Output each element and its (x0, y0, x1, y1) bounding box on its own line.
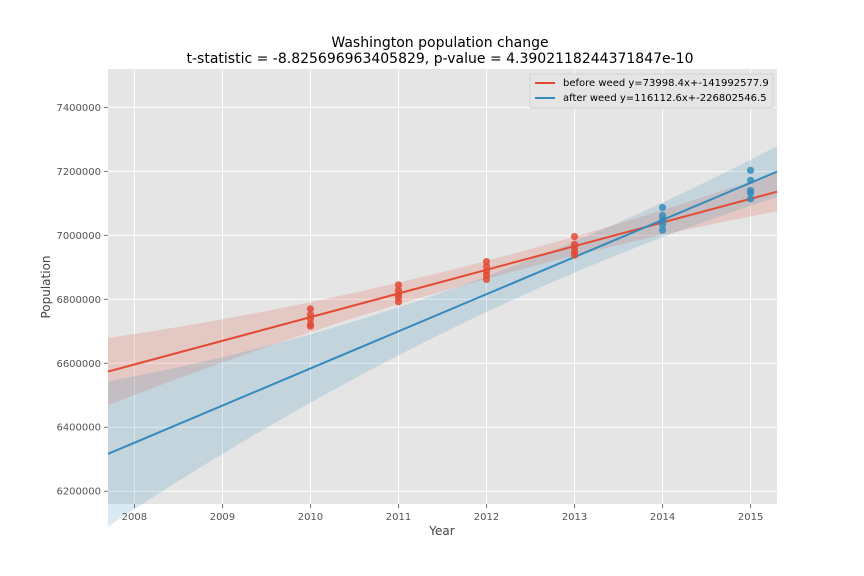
data-point-1 (746, 166, 755, 174)
y-tick-label: 6600000 (56, 359, 101, 370)
confidence-band-0 (108, 172, 777, 406)
legend-box (529, 73, 774, 109)
legend-label-after: after weed y=116112.6x+-226802546.5 (563, 93, 767, 104)
data-point-1 (746, 176, 755, 184)
data-point-1 (746, 195, 755, 203)
data-point-0 (394, 298, 403, 306)
y-axis-label: Population (39, 255, 53, 318)
x-tick-label: 2014 (650, 512, 675, 523)
legend-label-before: before weed y=73998.4x+-141992577.9 (563, 78, 769, 89)
y-tick-label: 6400000 (56, 423, 101, 434)
data-point-0 (482, 275, 491, 284)
data-point-1 (746, 189, 755, 197)
x-tick-labels: 2008 2009 2010 2011 2012 2013 2014 2015 (122, 504, 763, 523)
data-point-0 (394, 281, 403, 289)
y-tick-label: 7000000 (56, 231, 101, 242)
legend: before weed y=73998.4x+-141992577.9 afte… (529, 73, 774, 109)
x-tick-label: 2008 (122, 512, 147, 523)
data-point-0 (306, 322, 315, 330)
x-tick-label: 2011 (386, 512, 411, 523)
y-tick-label: 6800000 (56, 295, 101, 306)
data-point-1 (658, 220, 667, 229)
data-points (306, 166, 755, 330)
chart-subtitle: t-statistic = -8.825696963405829, p-valu… (187, 51, 694, 67)
x-tick-label: 2013 (562, 512, 587, 523)
data-point-0 (306, 315, 315, 323)
x-tick-label: 2010 (298, 512, 323, 523)
y-tick-labels: 6200000 6400000 6600000 6800000 7000000 72000… (56, 103, 108, 498)
chart-title: Washington population change (331, 35, 548, 51)
data-point-1 (658, 203, 667, 212)
grid (108, 69, 777, 504)
x-tick-label: 2015 (738, 512, 763, 523)
data-point-0 (306, 305, 315, 313)
x-tick-label: 2009 (210, 512, 235, 523)
data-point-1 (658, 226, 667, 234)
y-tick-label: 6200000 (56, 487, 101, 498)
x-axis-label: Year (428, 524, 454, 538)
data-point-0 (570, 233, 579, 241)
y-tick-label: 7400000 (56, 103, 101, 114)
data-point-0 (482, 257, 491, 266)
x-tick-label: 2012 (474, 512, 499, 523)
plot-area (108, 69, 777, 504)
y-tick-label: 7200000 (56, 167, 101, 178)
data-point-0 (570, 251, 579, 259)
